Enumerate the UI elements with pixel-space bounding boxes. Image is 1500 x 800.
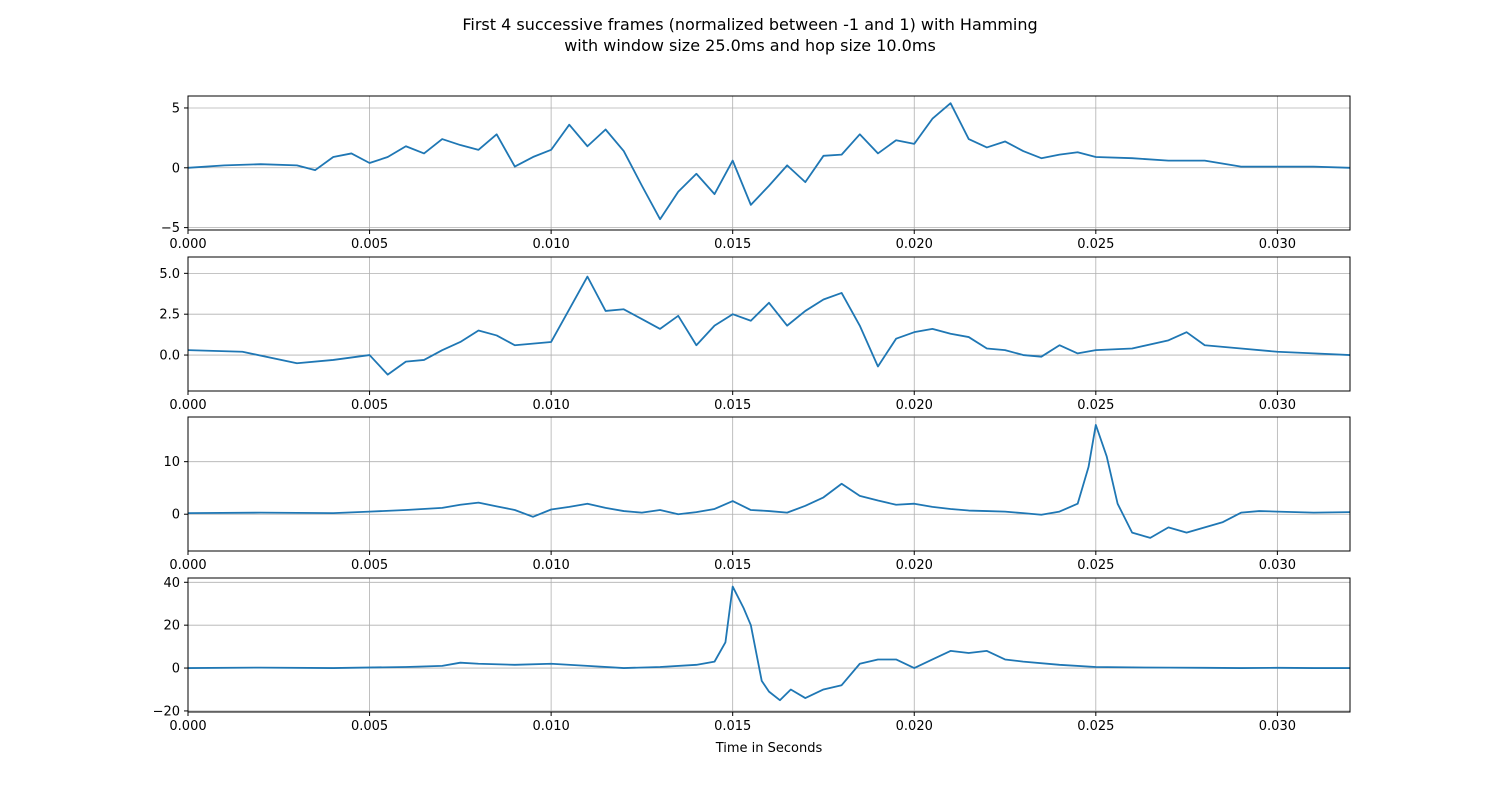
x-tick-label: 0.000 [169, 558, 206, 573]
x-tick-label: 0.030 [1259, 237, 1296, 252]
x-tick-label: 0.005 [351, 398, 388, 413]
x-tick-label: 0.000 [169, 719, 206, 734]
x-tick-label: 0.025 [1077, 558, 1114, 573]
frame-3-series-line [187, 423, 1351, 539]
y-tick-label: 0 [172, 508, 180, 523]
subplot-2: 0.000 0.005 0.010 0.015 0.020 0.025 0.030 0.0 2.… [159, 256, 1351, 413]
y-tick-label: 0 [172, 161, 180, 176]
y-tick-label: 20 [163, 619, 180, 634]
x-tick-label: 0.030 [1259, 558, 1296, 573]
x-tick-label: 0.015 [714, 719, 751, 734]
y-tick-label: 0.0 [159, 349, 180, 364]
x-tick-label: 0.020 [896, 398, 933, 413]
x-tick-label: 0.015 [714, 558, 751, 573]
subplot-1: 0.000 0.005 0.010 0.015 0.020 0.025 0.030 −5 0 5 [161, 95, 1351, 252]
x-tick-label: 0.020 [896, 558, 933, 573]
y-tick-label: 2.5 [159, 308, 180, 323]
y-tick-label: 5.0 [159, 267, 180, 282]
axes-frame [187, 416, 1351, 552]
x-axis-label: Time in Seconds [715, 741, 823, 756]
x-tick-label: 0.000 [169, 237, 206, 252]
x-tick-label: 0.025 [1077, 719, 1114, 734]
figure-title-line-1: First 4 successive frames (normalized be… [462, 15, 1037, 34]
y-tick-label: −20 [153, 704, 180, 719]
axes-frame [187, 95, 1351, 231]
figure-title-line-2: with window size 25.0ms and hop size 10.… [564, 36, 936, 55]
x-tick-label: 0.005 [351, 237, 388, 252]
frame-4-series-line [187, 585, 1350, 702]
subplot-panels: 0.000 0.005 0.010 0.015 0.020 0.025 0.030−5050… [153, 95, 1351, 756]
y-tick-label: 5 [172, 101, 180, 116]
x-tick-label: 0.005 [351, 558, 388, 573]
axes-frame [187, 577, 1351, 713]
x-tick-label: 0.010 [533, 719, 570, 734]
frame-1-series-line [187, 102, 1351, 221]
x-tick-label: 0.030 [1259, 398, 1296, 413]
x-tick-label: 0.030 [1259, 719, 1296, 734]
x-tick-label: 0.010 [533, 398, 570, 413]
frame-2-series-line [187, 275, 1351, 376]
axes-frame [187, 256, 1351, 392]
x-tick-label: 0.020 [896, 719, 933, 734]
subplot-3: 0.000 0.005 0.010 0.015 0.020 0.025 0.030 0 10 [163, 416, 1351, 573]
y-tick-label: 10 [163, 455, 180, 470]
x-tick-label: 0.010 [533, 237, 570, 252]
x-tick-label: 0.005 [351, 719, 388, 734]
y-tick-label: 0 [172, 662, 180, 677]
x-tick-label: 0.015 [714, 398, 751, 413]
x-tick-label: 0.000 [169, 398, 206, 413]
x-tick-label: 0.025 [1077, 237, 1114, 252]
subplot-4: 0.000 0.005 0.010 0.015 0.020 0.025 0.030 −20 0 2… [153, 576, 1351, 756]
x-tick-label: 0.025 [1077, 398, 1114, 413]
x-tick-label: 0.015 [714, 237, 751, 252]
y-tick-label: −5 [161, 221, 180, 236]
x-tick-label: 0.010 [533, 558, 570, 573]
y-tick-label: 40 [163, 576, 180, 591]
x-tick-label: 0.020 [896, 237, 933, 252]
